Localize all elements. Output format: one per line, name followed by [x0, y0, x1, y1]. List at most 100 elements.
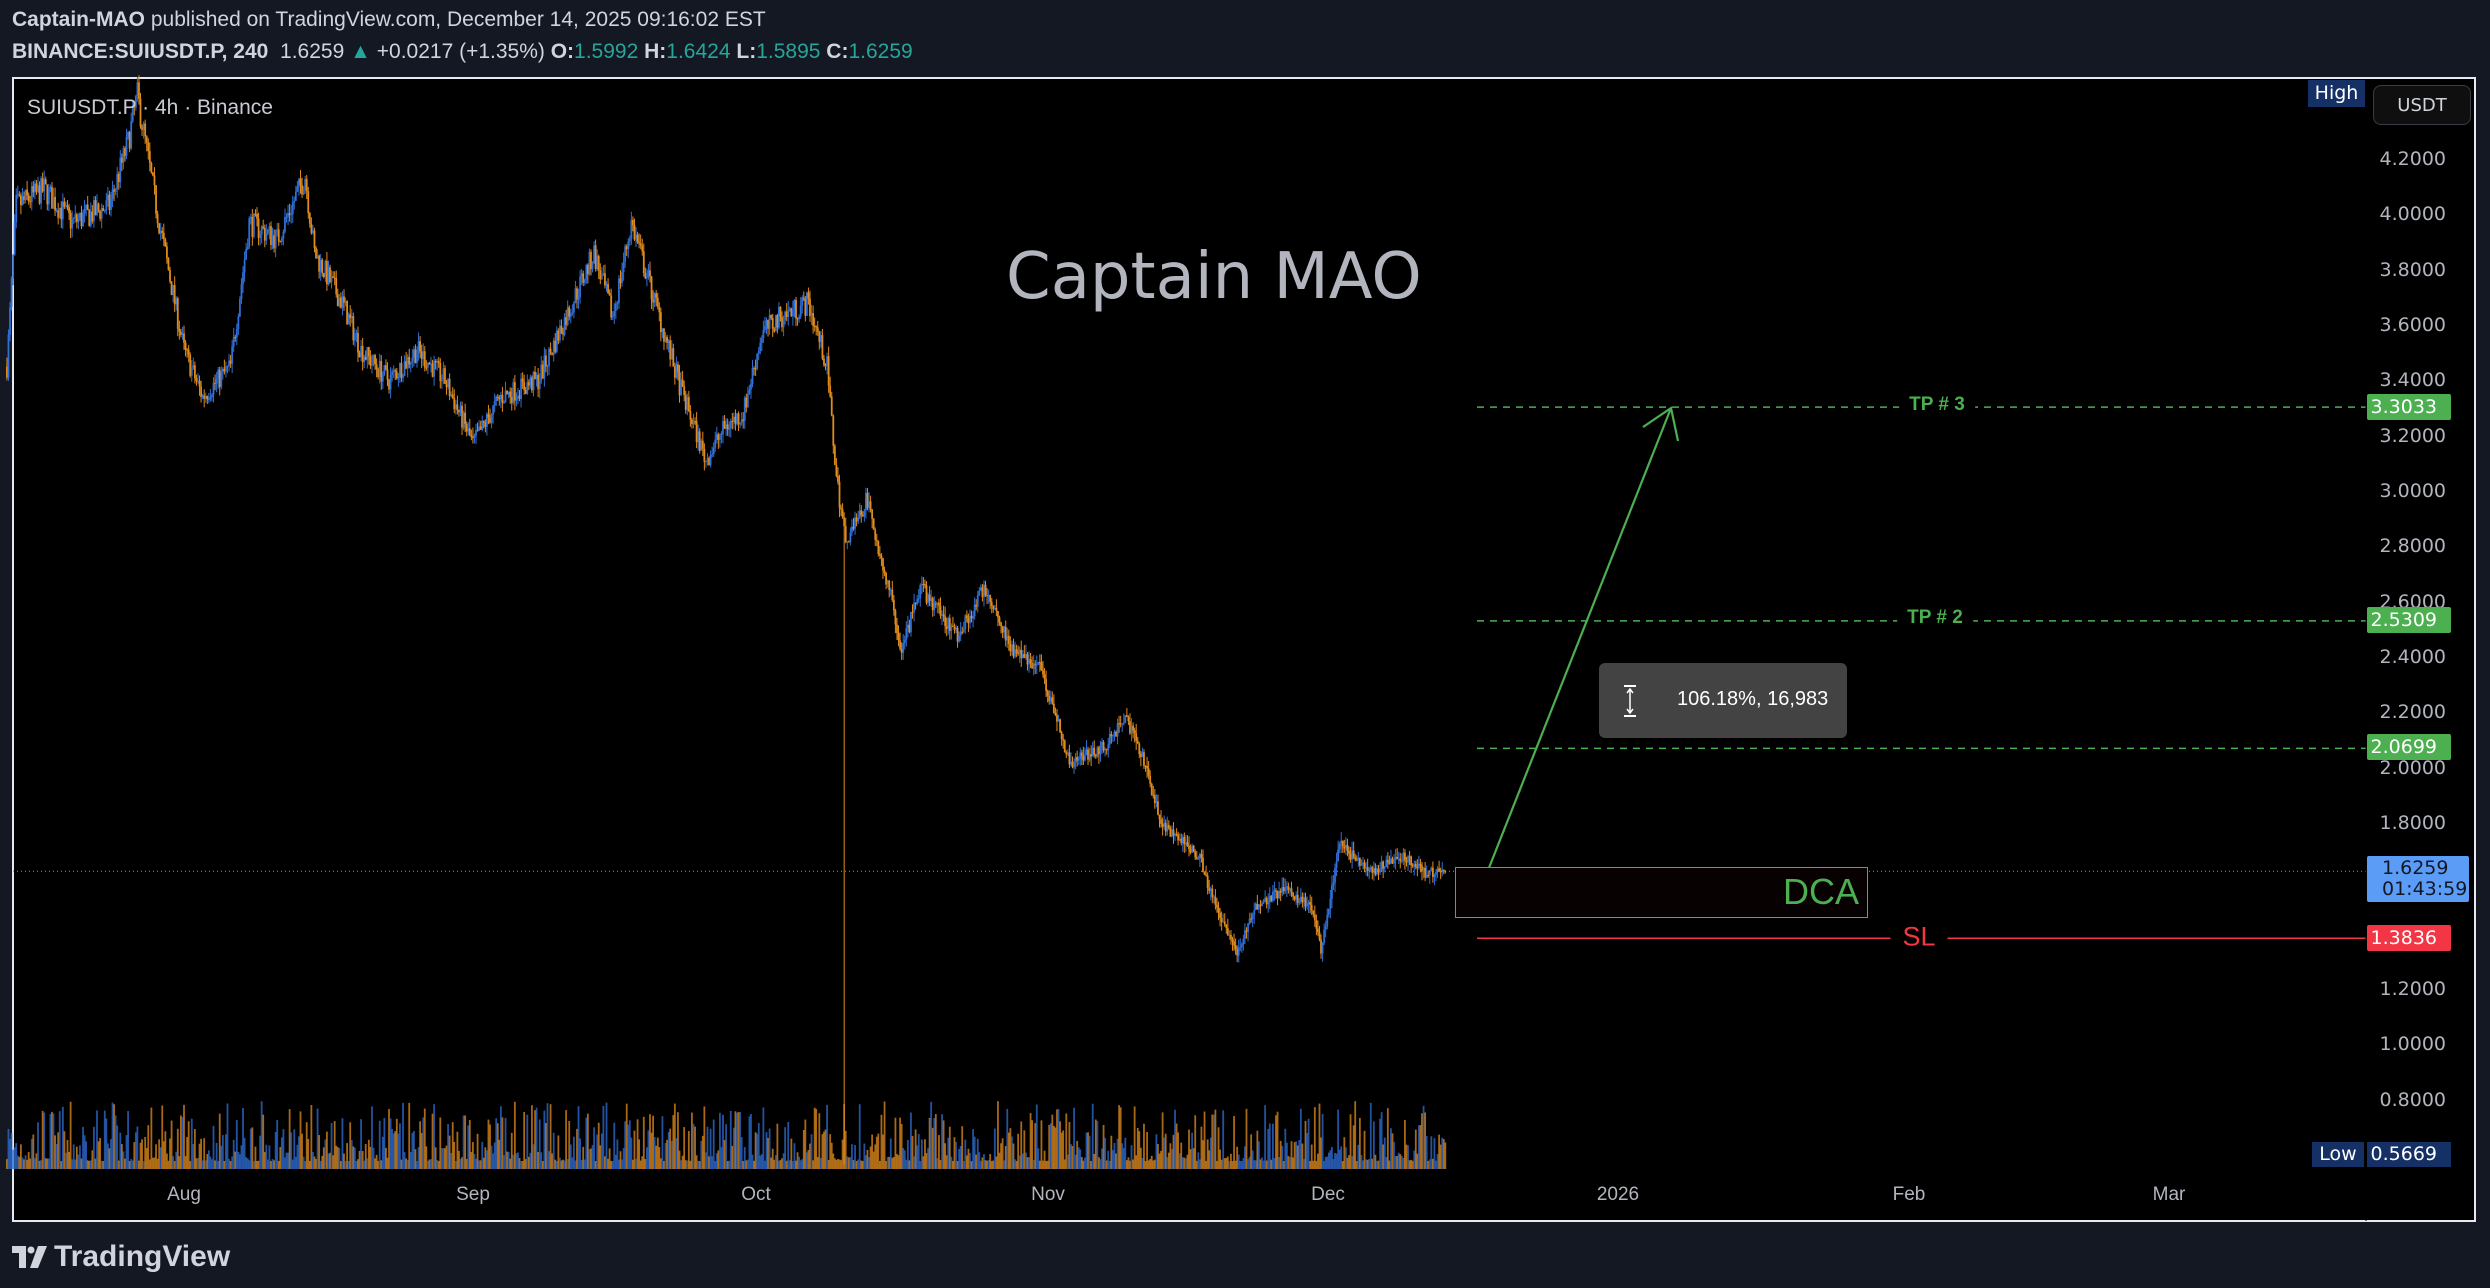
volume-bar — [574, 1160, 577, 1169]
volume-bar — [1046, 1160, 1049, 1169]
volume-bar — [855, 1160, 858, 1169]
published-text: published on TradingView.com, December 1… — [150, 8, 766, 31]
volume-bar — [1408, 1160, 1411, 1169]
volume-bar — [1211, 1114, 1214, 1169]
candle-body — [1212, 896, 1215, 898]
candle-body — [75, 214, 78, 222]
volume-bar — [257, 1160, 260, 1169]
candle-body — [942, 614, 945, 617]
volume-bar — [1298, 1139, 1301, 1169]
volume-bar — [840, 1160, 842, 1169]
candle-body — [367, 347, 370, 357]
candle-body — [1144, 765, 1147, 767]
volume-bar — [1099, 1159, 1102, 1169]
candle-body — [176, 298, 179, 329]
candle-body — [1233, 941, 1235, 946]
candle-body — [580, 273, 583, 277]
candle-body — [58, 207, 61, 218]
volume-bar — [641, 1156, 644, 1169]
candle-body — [111, 189, 114, 199]
volume-bar — [802, 1130, 805, 1169]
volume-bar — [1063, 1159, 1066, 1169]
volume-bar — [51, 1111, 53, 1169]
candle-body — [1034, 663, 1037, 665]
chart-frame[interactable] — [12, 77, 2476, 1222]
volume-bar — [1054, 1127, 1057, 1169]
volume-bar — [412, 1130, 415, 1169]
candle-body — [459, 405, 462, 413]
candle-body — [1136, 740, 1139, 744]
volume-bar — [1181, 1157, 1184, 1169]
volume-bar — [965, 1155, 968, 1169]
candle-body — [377, 369, 380, 378]
candle-body — [472, 437, 474, 439]
candle-body — [979, 587, 982, 591]
volume-bar — [540, 1152, 543, 1169]
candle-body — [579, 276, 581, 298]
volume-bar — [1436, 1153, 1439, 1169]
candle-body — [1057, 719, 1060, 722]
volume-bar — [417, 1147, 420, 1169]
volume-bar — [566, 1159, 569, 1169]
candle-body — [1372, 868, 1375, 873]
candle-body — [857, 517, 860, 522]
volume-bar — [1234, 1160, 1237, 1169]
candle-body — [1222, 921, 1225, 923]
volume-bar — [1040, 1120, 1043, 1169]
volume-bar — [478, 1160, 481, 1169]
sl-label: SL — [1890, 921, 1948, 953]
candle-body — [1231, 939, 1234, 942]
volume-bar — [944, 1143, 947, 1169]
candle-body — [1020, 649, 1023, 659]
time-tick: 2026 — [1596, 1184, 1640, 1205]
candle-body — [430, 363, 432, 365]
volume-bar — [709, 1128, 712, 1169]
volume-bar — [375, 1154, 378, 1169]
volume-bar — [122, 1151, 125, 1169]
volume-bar — [790, 1138, 793, 1169]
candle-body — [1181, 837, 1184, 844]
candle-body — [523, 381, 526, 391]
candle-body — [1436, 868, 1439, 872]
candle-body — [700, 440, 703, 451]
candle-body — [948, 618, 951, 631]
dca-zone[interactable]: DCA — [1455, 867, 1868, 918]
author-name[interactable]: Captain-MAO — [12, 8, 145, 31]
candle-body — [1088, 754, 1091, 760]
candle-body — [611, 316, 614, 318]
volume-bar — [941, 1114, 943, 1169]
price-tick: 1.0000 — [2379, 1033, 2446, 1056]
volume-bar — [246, 1158, 249, 1169]
candle-body — [431, 363, 434, 377]
candle-body — [1383, 866, 1386, 869]
currency-button[interactable]: USDT — [2373, 85, 2471, 125]
volume-bar — [532, 1144, 535, 1169]
volume-bar — [445, 1145, 448, 1169]
candle-body — [329, 267, 331, 283]
candle-body — [248, 218, 251, 247]
volume-bar — [771, 1148, 774, 1169]
tradingview-logo[interactable]: TradingView — [12, 1240, 230, 1274]
candle-body — [299, 178, 302, 185]
candle-body — [656, 297, 659, 307]
volume-bar — [454, 1160, 457, 1169]
volume-bar — [130, 1159, 133, 1169]
candle-body — [891, 589, 894, 601]
candle-body — [600, 274, 603, 280]
volume-bar — [586, 1113, 589, 1169]
candle-body — [1281, 887, 1284, 893]
candle-body — [116, 173, 119, 189]
volume-bar — [1175, 1123, 1178, 1169]
candle-body — [986, 595, 988, 597]
volume-bar — [1309, 1160, 1312, 1169]
candle-body — [659, 312, 662, 333]
candle-body — [1427, 874, 1430, 876]
volume-bar — [60, 1160, 63, 1169]
candle-body — [363, 356, 366, 363]
candle-body — [1007, 635, 1010, 644]
candle-body — [599, 270, 602, 280]
volume-bar — [537, 1152, 540, 1169]
volume-bar — [1292, 1157, 1294, 1169]
volume-bar — [108, 1148, 111, 1169]
